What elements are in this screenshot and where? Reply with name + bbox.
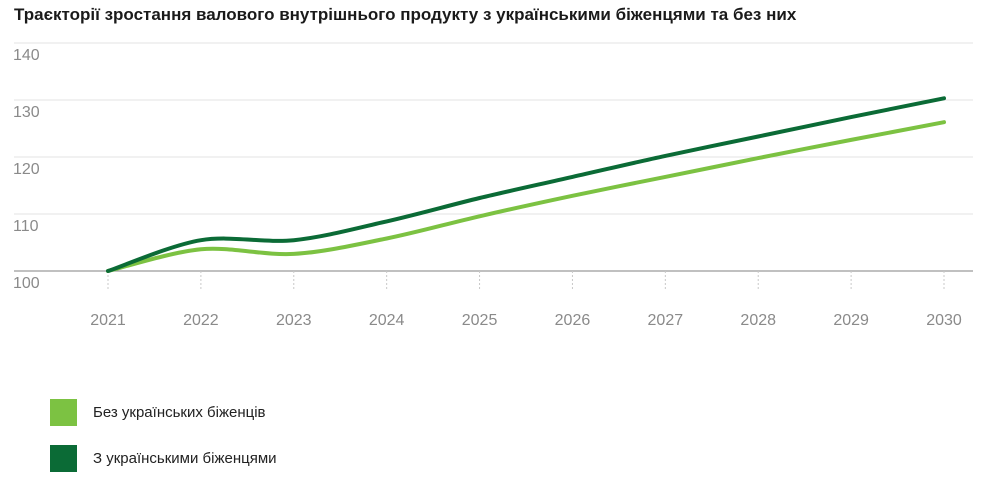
x-tick-label: 2023 [276,312,312,329]
x-tick-label: 2021 [90,312,126,329]
y-tick-label: 140 [13,47,40,64]
line-chart: 100 110 120 130 140 2021 2022 2023 2024 2025 2026… [13,42,973,329]
chart-title: Траєкторії зростання валового внутрішньо… [14,5,797,24]
legend-label-without-refugees: Без українських біженців [93,403,266,421]
legend-item-without-refugees: Без українських біженців [50,396,277,428]
x-tick-label: 2022 [183,312,219,329]
y-axis-tick-labels: 100 110 120 130 140 [13,47,40,292]
x-tick-label: 2027 [648,312,684,329]
legend-swatch-with-refugees [50,444,77,472]
series-lines [106,96,946,273]
x-tick-label: 2026 [555,312,591,329]
series-line-without-refugees [106,120,946,273]
y-tick-label: 130 [13,104,40,121]
y-tick-label: 110 [13,218,39,235]
series-line-with-refugees [106,96,946,273]
x-tick-label: 2029 [833,312,869,329]
legend-label-with-refugees: З українськими біженцями [93,449,277,467]
legend: Без українських біженців З українськими … [50,396,277,488]
x-axis-tick-labels: 2021 2022 2023 2024 2025 2026 2027 2028 2029 2030 [90,271,962,329]
x-tick-label: 2025 [462,312,498,329]
x-tick-label: 2028 [740,312,776,329]
legend-item-with-refugees: З українськими біженцями [50,442,277,474]
legend-swatch-without-refugees [50,398,77,426]
y-tick-label: 100 [13,275,40,292]
y-tick-label: 120 [13,161,40,178]
x-tick-label: 2024 [369,312,405,329]
x-tick-label: 2030 [926,312,962,329]
grid-lines [14,42,973,272]
